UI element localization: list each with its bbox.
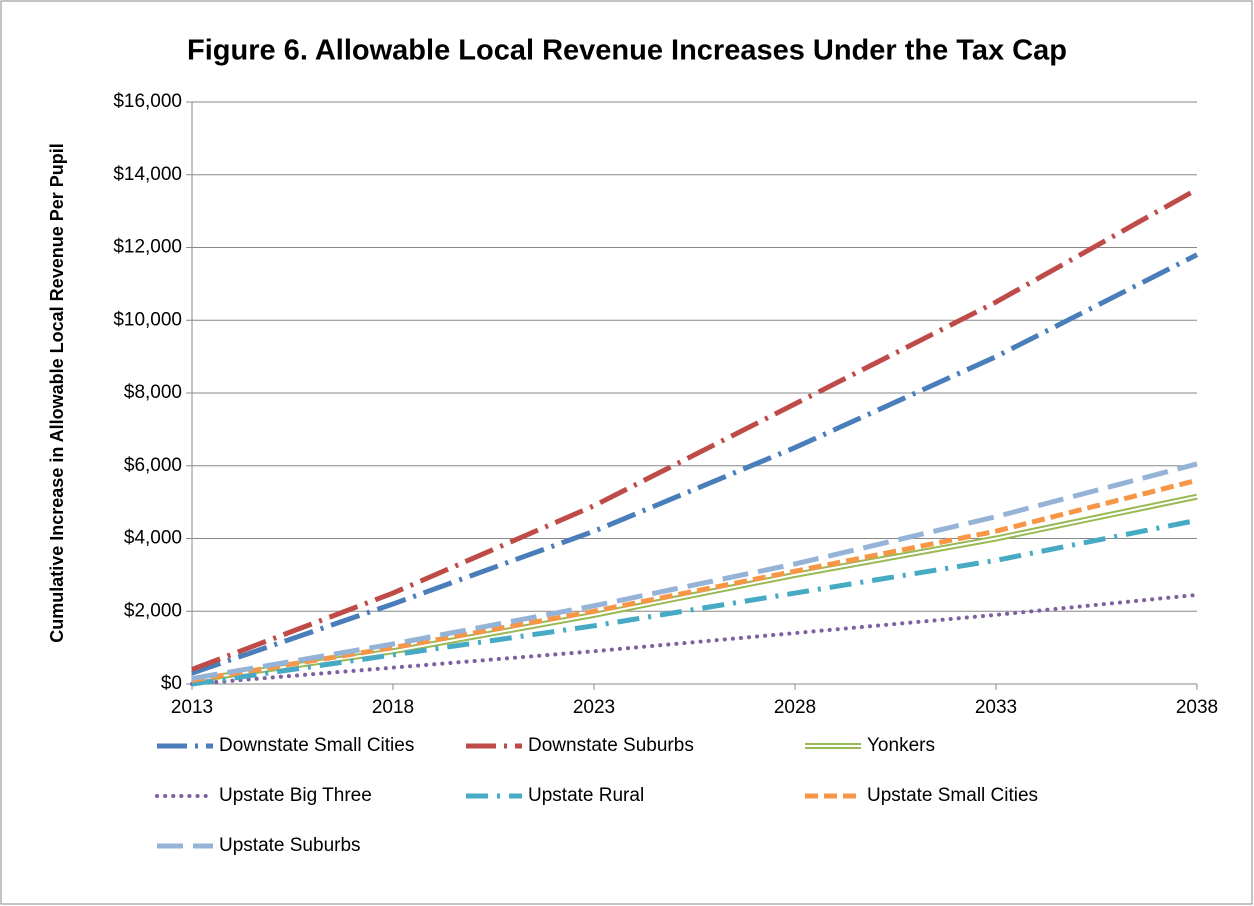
x-tick-label: 2033 xyxy=(975,697,1017,718)
x-tick-label: 2013 xyxy=(171,697,213,718)
y-tick-label: $12,000 xyxy=(113,237,182,258)
legend-label: Upstate Small Cities xyxy=(867,785,1038,806)
legend-label: Downstate Suburbs xyxy=(528,735,694,756)
x-tick-label: 2038 xyxy=(1176,697,1218,718)
y-tick-label: $4,000 xyxy=(124,528,182,549)
legend-label: Yonkers xyxy=(867,735,935,756)
y-tick-label: $6,000 xyxy=(124,455,182,476)
legend-label: Upstate Big Three xyxy=(219,785,372,806)
y-tick-label: $0 xyxy=(161,673,182,694)
series-line xyxy=(190,592,1199,686)
series-line xyxy=(191,187,1199,672)
series-line-inner xyxy=(191,495,1198,682)
y-tick-label: $2,000 xyxy=(124,600,182,621)
chart-title: Figure 6. Allowable Local Revenue Increa… xyxy=(187,35,1067,67)
x-tick-label: 2018 xyxy=(372,697,414,718)
series-line xyxy=(191,252,1199,676)
series-line xyxy=(191,461,1198,682)
y-tick-label: $8,000 xyxy=(124,382,182,403)
y-tick-label: $14,000 xyxy=(113,164,182,185)
y-axis-label: Cumulative Increase in Allowable Local R… xyxy=(47,143,67,643)
x-tick-label: 2028 xyxy=(774,697,816,718)
legend-label: Downstate Small Cities xyxy=(219,735,414,756)
y-tick-label: $16,000 xyxy=(113,91,182,112)
legend-label: Upstate Rural xyxy=(528,785,644,806)
y-tick-label: $10,000 xyxy=(113,309,182,330)
x-tick-label: 2023 xyxy=(573,697,615,718)
legend-label: Upstate Suburbs xyxy=(219,835,361,856)
